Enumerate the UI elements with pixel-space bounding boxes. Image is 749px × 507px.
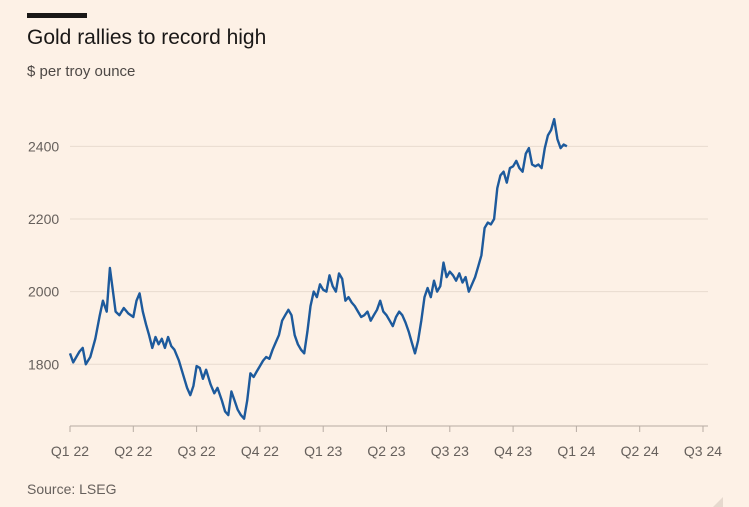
header-accent-bar (27, 13, 87, 18)
x-tick-label: Q4 23 (494, 443, 532, 459)
corner-mark (713, 497, 723, 507)
x-tick-label: Q2 22 (114, 443, 152, 459)
x-tick-label: Q1 24 (557, 443, 595, 459)
x-tick-label: Q3 22 (178, 443, 216, 459)
grid-lines (70, 145, 708, 365)
y-tick-label: 1800 (28, 356, 59, 372)
chart-title: Gold rallies to record high (27, 26, 267, 49)
x-tick-label: Q4 22 (241, 443, 279, 459)
x-tick-label: Q3 24 (684, 443, 722, 459)
x-tick-label: Q1 22 (51, 443, 89, 459)
chart-subtitle: $ per troy ounce (27, 63, 136, 80)
y-tick-label: 2400 (28, 138, 59, 154)
source-note: Source: LSEG (27, 481, 117, 497)
y-tick-label: 2200 (28, 211, 59, 227)
x-tick-label: Q3 23 (431, 443, 469, 459)
x-tick-label: Q1 23 (304, 443, 342, 459)
x-tick-label: Q2 24 (621, 443, 659, 459)
y-tick-label: 2000 (28, 284, 59, 300)
x-tick-label: Q2 23 (367, 443, 405, 459)
x-axis: Q1 22 Q2 22 Q3 22 Q4 22 Q1 23 Q2 23 Q3 23 Q4 23… (51, 425, 722, 459)
y-axis: 1800 2000 2200 2400 (28, 138, 59, 372)
series-line (68, 117, 568, 420)
